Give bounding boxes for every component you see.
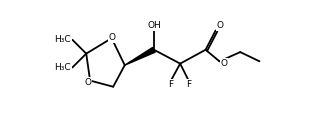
Polygon shape [125,47,155,65]
Text: O: O [217,21,224,30]
Text: O: O [84,78,91,87]
Text: H₃C: H₃C [54,35,71,44]
Text: H₃C: H₃C [54,63,71,72]
Text: F: F [168,80,174,89]
Text: F: F [186,80,191,89]
Text: OH: OH [147,21,161,30]
Text: O: O [220,59,228,68]
Text: O: O [109,33,116,42]
